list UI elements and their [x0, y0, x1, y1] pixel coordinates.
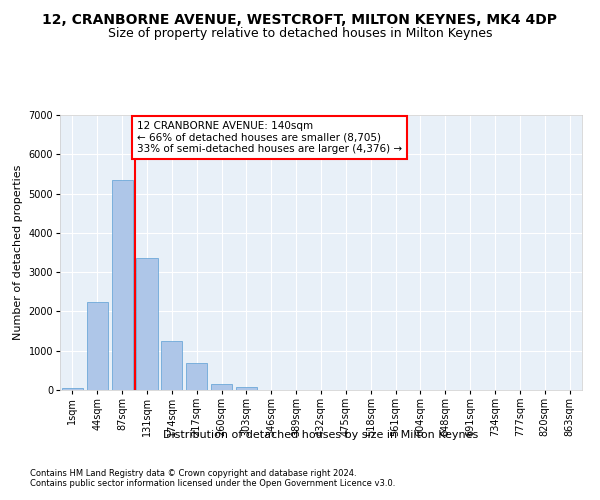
- Text: Contains public sector information licensed under the Open Government Licence v3: Contains public sector information licen…: [30, 478, 395, 488]
- Bar: [211, 384, 232, 390]
- Bar: [136, 258, 158, 390]
- Text: 12, CRANBORNE AVENUE, WESTCROFT, MILTON KEYNES, MK4 4DP: 12, CRANBORNE AVENUE, WESTCROFT, MILTON …: [43, 12, 557, 26]
- Y-axis label: Number of detached properties: Number of detached properties: [13, 165, 23, 340]
- Bar: [112, 180, 133, 390]
- Bar: [87, 302, 108, 390]
- Text: 12 CRANBORNE AVENUE: 140sqm
← 66% of detached houses are smaller (8,705)
33% of : 12 CRANBORNE AVENUE: 140sqm ← 66% of det…: [137, 121, 402, 154]
- Text: Size of property relative to detached houses in Milton Keynes: Size of property relative to detached ho…: [108, 28, 492, 40]
- Bar: [161, 341, 182, 390]
- Bar: [186, 362, 207, 390]
- Text: Distribution of detached houses by size in Milton Keynes: Distribution of detached houses by size …: [163, 430, 479, 440]
- Bar: [62, 388, 83, 390]
- Bar: [236, 387, 257, 390]
- Text: Contains HM Land Registry data © Crown copyright and database right 2024.: Contains HM Land Registry data © Crown c…: [30, 468, 356, 477]
